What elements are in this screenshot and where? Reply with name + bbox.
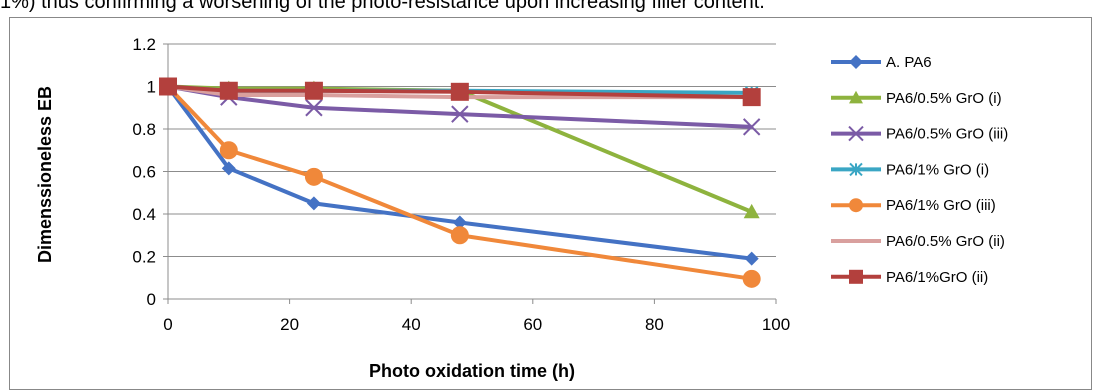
legend-label: PA6/1% GrO (iii): [886, 197, 996, 214]
data-point: [219, 81, 238, 100]
y-tick-label: 0.8: [132, 120, 156, 139]
data-point: [219, 141, 238, 160]
data-point: [304, 167, 323, 186]
y-tick-label: 0: [147, 290, 156, 309]
data-point: [849, 55, 863, 69]
legend-label: A. PA6: [886, 54, 932, 71]
legend-label: PA6/0.5% GrO (iii): [886, 126, 1008, 143]
data-point: [742, 88, 761, 107]
y-tick-label: 0.6: [132, 163, 156, 182]
data-point: [221, 161, 236, 176]
data-point: [450, 226, 469, 245]
data-point: [159, 77, 177, 96]
data-point: [849, 162, 863, 177]
x-tick-label: 60: [523, 315, 542, 334]
x-tick-label: 0: [163, 315, 172, 334]
data-point: [849, 90, 863, 104]
data-point: [450, 82, 469, 101]
y-tick-label: 1.2: [132, 35, 156, 54]
x-tick-label: 100: [762, 315, 790, 334]
legend-label: PA6/1% GrO (i): [886, 161, 989, 178]
data-point: [451, 105, 469, 123]
legend-label: PA6/1%GrO (ii): [886, 269, 988, 286]
data-point: [743, 203, 760, 219]
data-point: [849, 269, 863, 284]
y-tick-label: 0.4: [132, 205, 156, 224]
data-point: [305, 99, 323, 117]
data-point: [744, 251, 759, 266]
data-point: [306, 196, 321, 211]
legend-label: PA6/0.5% GrO (ii): [886, 233, 1005, 250]
y-axis-title: Dimenssioneless EB: [35, 86, 55, 263]
x-tick-label: 80: [645, 315, 664, 334]
x-axis-title: Photo oxidation time (h): [369, 361, 575, 381]
legend-label: PA6/0.5% GrO (i): [886, 90, 1002, 107]
data-point: [452, 215, 467, 230]
x-tick-label: 20: [280, 315, 299, 334]
chart-frame: [9, 17, 1092, 390]
data-point: [304, 81, 323, 100]
data-point: [742, 269, 761, 288]
data-point: [849, 198, 863, 213]
series-line: [167, 84, 753, 214]
y-tick-label: 1: [147, 78, 156, 97]
data-point: [742, 118, 761, 136]
y-tick-label: 0.2: [132, 248, 156, 267]
caption-text: 1%) thus confirming a worsening of the p…: [0, 0, 765, 13]
data-point: [848, 125, 864, 142]
x-tick-label: 40: [402, 315, 421, 334]
